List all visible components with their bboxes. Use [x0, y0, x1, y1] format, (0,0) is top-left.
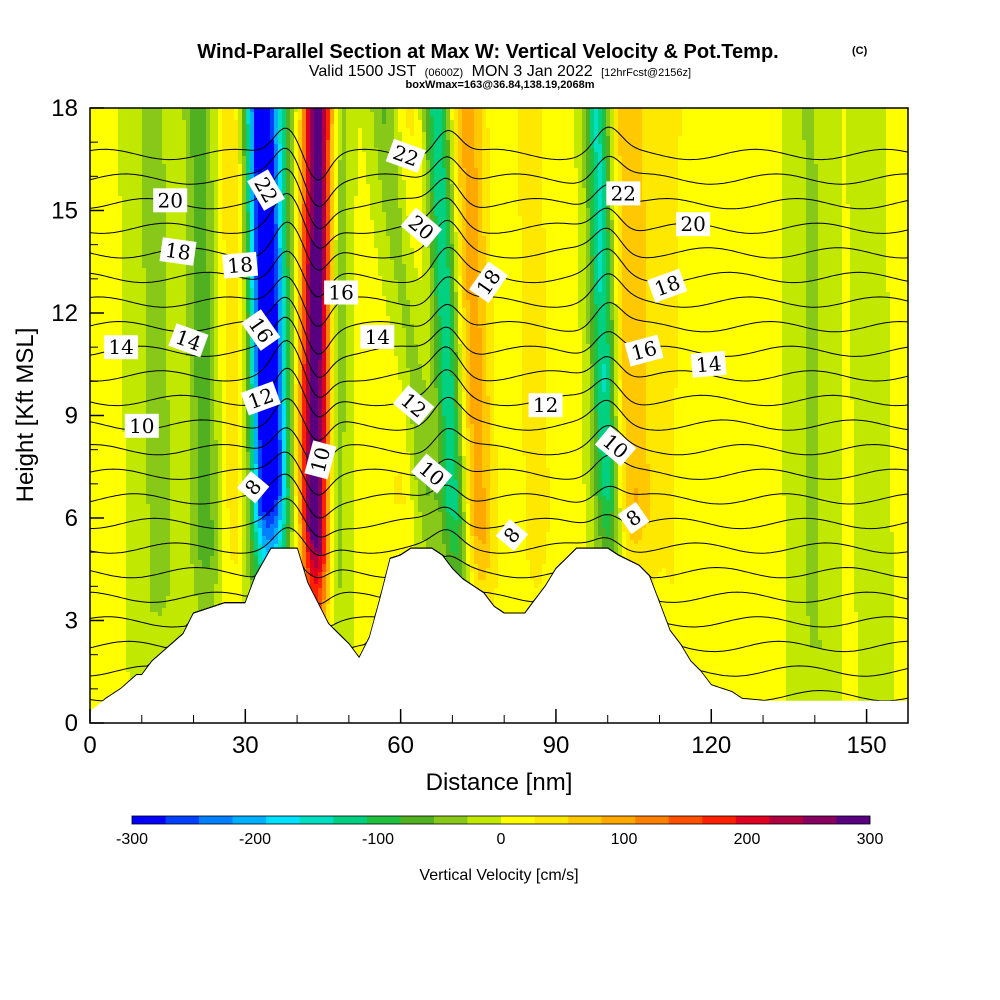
contour-label: 12 [529, 393, 563, 417]
colorbar-label: Vertical Velocity [cm/s] [419, 867, 578, 884]
contour-label: 14 [360, 325, 394, 349]
colorbar-swatch [300, 816, 334, 824]
colorbar-swatch [367, 816, 401, 824]
contour-label: 18 [222, 252, 258, 279]
x-tick-label: 150 [847, 732, 887, 759]
colorbar-swatch [233, 816, 267, 824]
y-tick-label: 6 [65, 505, 78, 532]
chart-title: Wind-Parallel Section at Max W: Vertical… [197, 41, 778, 63]
colorbar-tick-label: 200 [734, 831, 761, 848]
contour-label: 18 [159, 237, 196, 265]
y-tick-label: 18 [51, 95, 78, 122]
colorbar-tick-label: -300 [116, 831, 148, 848]
contour-label-text: 12 [533, 393, 558, 417]
colorbar-tick-label: 0 [497, 831, 506, 848]
colorbar-swatch [266, 816, 300, 824]
valid-time-line: Valid 1500 JST (0600Z) MON 3 Jan 2022 [1… [309, 63, 691, 80]
contour-label-text: 18 [164, 238, 193, 265]
y-tick-label: 0 [65, 710, 78, 737]
colorbar-swatch [199, 816, 233, 824]
colorbar-swatch [769, 816, 803, 824]
y-tick-label: 3 [65, 608, 78, 635]
x-tick-label: 120 [691, 732, 731, 759]
colorbar-swatch [836, 816, 870, 824]
x-axis-label: Distance [nm] [426, 769, 573, 796]
contour-label: 22 [606, 181, 640, 205]
copyright-mark: (C) [852, 45, 868, 57]
colorbar-swatch [400, 816, 434, 824]
contour-label-text: 14 [365, 325, 390, 349]
y-tick-label: 12 [51, 300, 78, 327]
contour-label: 20 [676, 212, 710, 236]
colorbar-swatch [434, 816, 468, 824]
x-tick-label: 60 [387, 732, 414, 759]
contour-label-text: 14 [695, 351, 722, 377]
colorbar-swatch [702, 816, 736, 824]
colorbar-swatch [501, 816, 535, 824]
colorbar-tick-label: -100 [362, 831, 394, 848]
x-tick-label: 0 [83, 732, 96, 759]
x-tick-label: 30 [232, 732, 259, 759]
colorbar-tick-label: 100 [611, 831, 638, 848]
colorbar-swatch [535, 816, 569, 824]
colorbar-swatch [132, 816, 166, 824]
colorbar-swatch [602, 816, 636, 824]
colorbar-swatch [669, 816, 703, 824]
contour-label: 10 [125, 414, 159, 438]
colorbar-swatch [635, 816, 669, 824]
colorbar-swatch [333, 816, 367, 824]
colorbar-swatch [568, 816, 602, 824]
y-tick-label: 15 [51, 198, 78, 225]
colorbar-tick-label: 300 [857, 831, 884, 848]
contour-label-text: 20 [680, 212, 705, 236]
contour-label: 14 [104, 335, 138, 359]
colorbar-swatch [736, 816, 770, 824]
contour-label: 20 [153, 188, 187, 212]
contour-label-text: 10 [129, 414, 154, 438]
colorbar-swatch [166, 816, 200, 824]
y-tick-label: 9 [65, 403, 78, 430]
y-axis-label: Height [Kft MSL] [12, 328, 39, 503]
colorbar: -300 -200 -100 0 100 200 300 [116, 816, 883, 848]
x-tick-label: 90 [543, 732, 570, 759]
contour-label-text: 16 [328, 281, 353, 305]
contour-label-text: 20 [157, 188, 182, 212]
colorbar-swatch [803, 816, 837, 824]
contour-label-text: 18 [226, 252, 253, 278]
colorbar-tick-label: -200 [239, 831, 271, 848]
contour-label: 14 [691, 351, 727, 378]
contour-label: 16 [324, 281, 358, 305]
colorbar-swatch [467, 816, 501, 824]
contour-label-text: 14 [108, 335, 133, 359]
box-info: boxWmax=163@36.84,138.19,2068m [406, 79, 595, 91]
contour-label-text: 22 [611, 181, 636, 205]
